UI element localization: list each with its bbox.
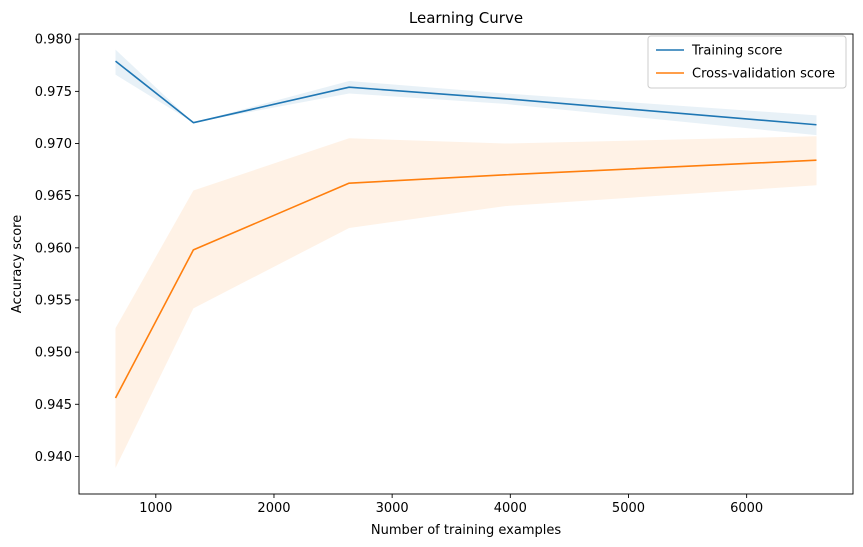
y-tick-label: 0.955 [35, 293, 72, 308]
x-tick-label: 4000 [494, 501, 527, 516]
y-axis-label: Accuracy score [10, 215, 25, 313]
series-lines [114, 60, 817, 399]
x-tick-label: 6000 [730, 501, 763, 516]
y-tick-label: 0.960 [35, 241, 72, 256]
y-tick-label: 0.980 [35, 33, 72, 48]
x-tick-label: 2000 [257, 501, 290, 516]
y-tick-label: 0.945 [35, 398, 72, 413]
x-axis: 1000 2000 3000 4000 5000 6000 [139, 494, 763, 516]
y-tick-label: 0.975 [35, 85, 72, 100]
plot-frame [78, 33, 854, 495]
y-axis: 0.940 0.945 0.950 0.955 0.960 0.965 0.970 0.975… [35, 33, 79, 465]
y-tick-label: 0.970 [35, 137, 72, 152]
legend-box [647, 35, 847, 89]
y-tick-label: 0.950 [35, 346, 72, 361]
y-tick-label: 0.940 [35, 450, 72, 465]
legend-label: Cross-validation score [692, 67, 835, 82]
x-tick-label: 1000 [139, 501, 172, 516]
legend: Training score Cross-validation score [647, 35, 847, 89]
x-tick-label: 3000 [376, 501, 409, 516]
legend-label: Training score [691, 44, 782, 59]
line-series-0 [115, 60, 817, 126]
x-tick-label: 5000 [612, 501, 645, 516]
band-series-1 [115, 136, 817, 468]
band-series-0 [115, 49, 817, 136]
confidence-bands [115, 49, 817, 468]
chart-title: Learning Curve [409, 9, 523, 27]
x-axis-label: Number of training examples [371, 523, 561, 538]
line-series-1 [114, 159, 817, 399]
y-tick-label: 0.965 [35, 189, 72, 204]
